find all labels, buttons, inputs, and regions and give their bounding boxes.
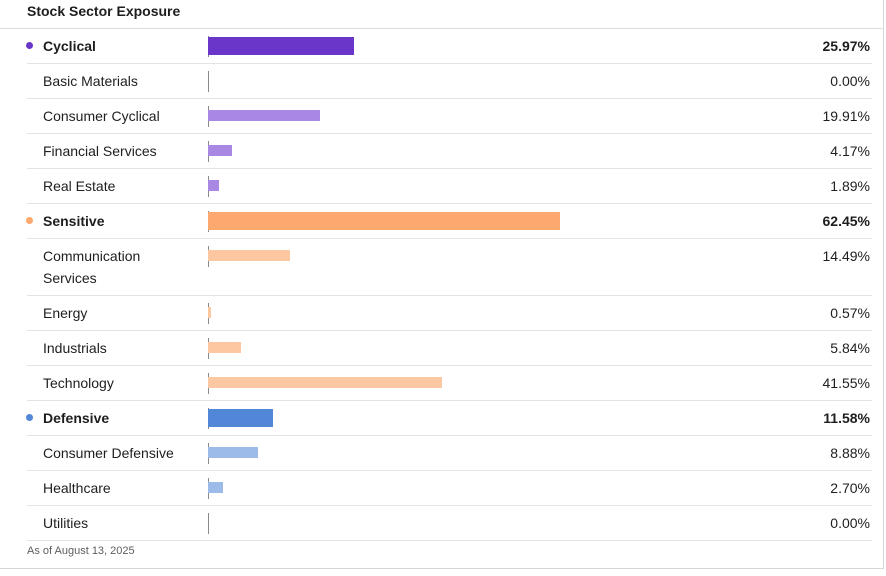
sector-row: Financial Services 4.17% (0, 134, 884, 169)
row-label: Consumer Cyclical (43, 108, 160, 124)
chart-title: Stock Sector Exposure (27, 3, 181, 19)
row-divider (27, 168, 872, 169)
bar (208, 180, 219, 191)
row-value: 0.57% (830, 305, 870, 321)
bar (208, 37, 355, 55)
row-divider (27, 400, 872, 401)
bar (208, 307, 212, 318)
bar (208, 250, 290, 261)
sector-row: Consumer Defensive 8.88% (0, 436, 884, 471)
row-label: Communication Services (43, 248, 141, 286)
row-value: 14.49% (822, 248, 870, 264)
row-divider (27, 98, 872, 99)
row-value: 8.88% (830, 445, 870, 461)
bar (208, 145, 232, 156)
group-marker-dot (26, 414, 33, 421)
row-label: Sensitive (43, 213, 105, 229)
row-label: Technology (43, 375, 114, 391)
sector-row: Technology 41.55% (0, 366, 884, 401)
row-divider (27, 203, 872, 204)
row-value: 41.55% (822, 375, 870, 391)
row-value: 0.00% (830, 73, 870, 89)
row-value: 5.84% (830, 340, 870, 356)
row-label: Consumer Defensive (43, 445, 174, 461)
row-value: 25.97% (822, 38, 870, 54)
row-label: Basic Materials (43, 73, 138, 89)
row-value: 4.17% (830, 143, 870, 159)
as-of-date: As of August 13, 2025 (27, 545, 135, 557)
row-divider (27, 295, 872, 296)
row-label: Real Estate (43, 178, 116, 194)
row-label: Industrials (43, 340, 107, 356)
group-row: Sensitive 62.45% (0, 204, 884, 239)
row-label: Energy (43, 305, 88, 321)
sector-row: Healthcare 2.70% (0, 471, 884, 506)
row-divider (27, 133, 872, 134)
group-marker-dot (26, 42, 33, 49)
row-divider (27, 540, 872, 541)
bar-baseline (208, 71, 209, 92)
sector-row: Communication Services 14.49% (0, 239, 884, 296)
row-label: Healthcare (43, 480, 111, 496)
sector-row: Real Estate 1.89% (0, 169, 884, 204)
row-label: Defensive (43, 410, 110, 426)
row-divider (27, 470, 872, 471)
row-label: Utilities (43, 515, 89, 531)
row-value: 1.89% (830, 178, 870, 194)
row-value: 62.45% (822, 213, 870, 229)
row-divider (27, 505, 872, 506)
title-divider (0, 28, 884, 29)
row-value: 11.58% (823, 410, 870, 426)
row-divider (27, 330, 872, 331)
bar (208, 447, 259, 458)
row-divider (27, 63, 872, 64)
bar (208, 212, 560, 230)
row-label: Financial Services (43, 143, 157, 159)
row-divider (27, 435, 872, 436)
bar (208, 110, 321, 121)
row-value: 19.91% (822, 108, 870, 124)
sector-rows: Cyclical 25.97% Basic Materials 0.00% Consum… (0, 29, 884, 541)
row-label: Cyclical (43, 38, 96, 54)
bar (208, 342, 241, 353)
group-marker-dot (26, 217, 33, 224)
bar (208, 377, 443, 388)
row-value: 2.70% (830, 480, 870, 496)
group-row: Defensive 11.58% (0, 401, 884, 436)
bar-baseline (208, 513, 209, 534)
sector-row: Basic Materials 0.00% (0, 64, 884, 99)
row-value: 0.00% (830, 515, 870, 531)
bar (208, 482, 224, 493)
row-divider (27, 365, 872, 366)
sector-row: Industrials 5.84% (0, 331, 884, 366)
sector-row: Utilities 0.00% (0, 506, 884, 541)
bar (208, 409, 274, 427)
row-divider (27, 238, 872, 239)
sector-row: Consumer Cyclical 19.91% (0, 99, 884, 134)
group-row: Cyclical 25.97% (0, 29, 884, 64)
sector-row: Energy 0.57% (0, 296, 884, 331)
